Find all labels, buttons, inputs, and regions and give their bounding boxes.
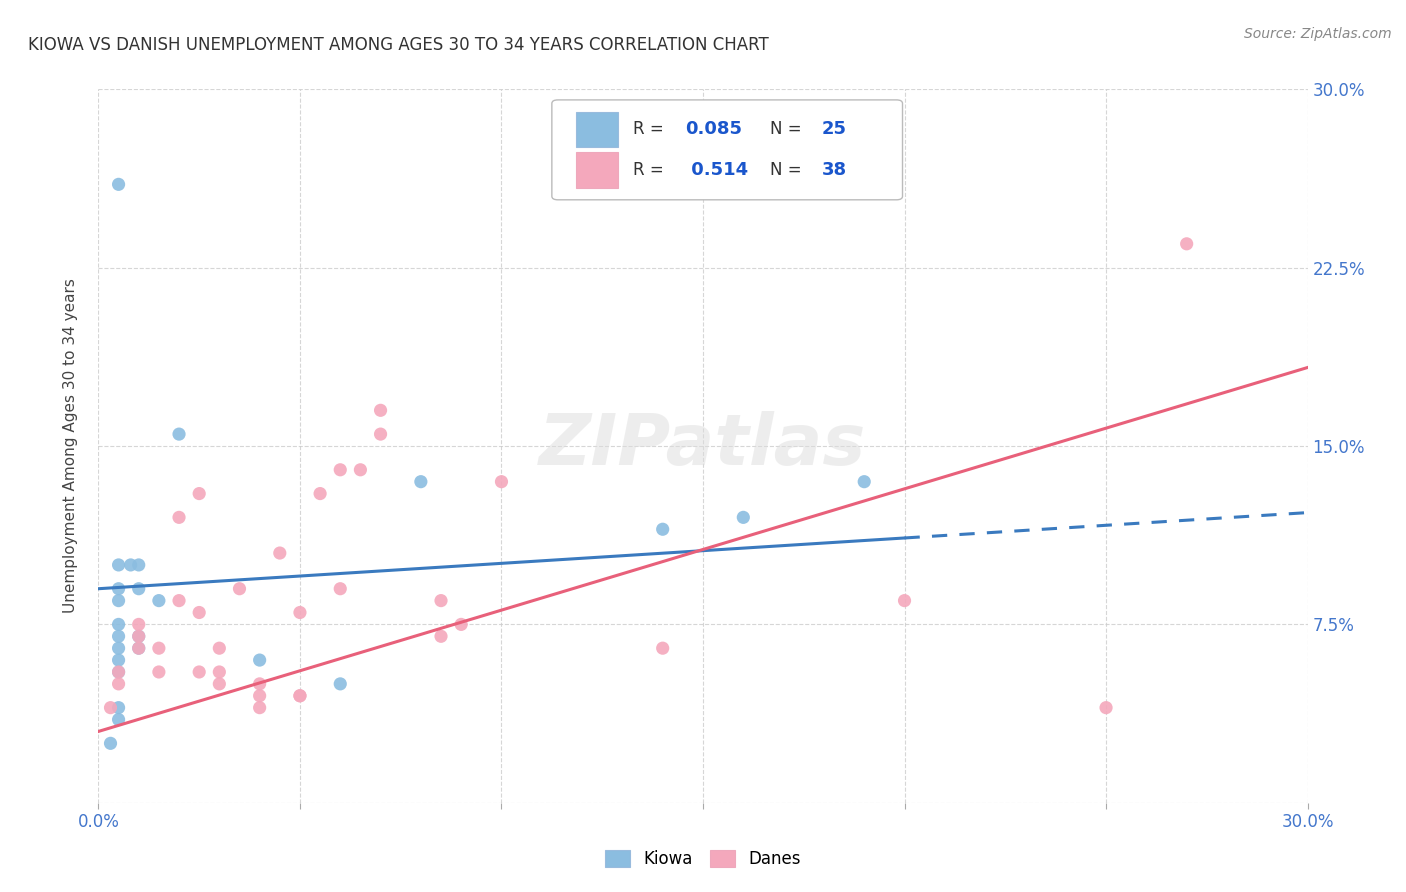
Text: N =: N = (769, 120, 807, 138)
Point (107, 641, 129, 656)
Point (107, 582, 129, 596)
Text: Source: ZipAtlas.com: Source: ZipAtlas.com (1244, 27, 1392, 41)
Point (107, 558, 129, 572)
Point (100, 736, 122, 750)
Point (651, 522, 673, 536)
Point (120, 558, 142, 572)
Point (188, 665, 211, 679)
Point (148, 665, 170, 679)
Point (107, 665, 129, 679)
Point (107, 665, 129, 679)
Point (167, 510, 190, 524)
Text: KIOWA VS DANISH UNEMPLOYMENT AMONG AGES 30 TO 34 YEARS CORRELATION CHART: KIOWA VS DANISH UNEMPLOYMENT AMONG AGES … (28, 36, 769, 54)
Text: 38: 38 (821, 161, 846, 179)
Point (128, 641, 150, 656)
Point (269, 546, 291, 560)
Point (128, 629, 150, 643)
Point (370, 403, 392, 417)
Point (107, 653, 129, 667)
Point (349, 463, 371, 477)
Point (128, 629, 150, 643)
Y-axis label: Unemployment Among Ages 30 to 34 years: Unemployment Among Ages 30 to 34 years (63, 278, 77, 614)
Point (370, 427, 392, 442)
Text: R =: R = (633, 161, 669, 179)
Point (1175, 236, 1198, 251)
Point (288, 689, 311, 703)
Point (309, 486, 332, 500)
Point (107, 617, 129, 632)
Text: 0.514: 0.514 (685, 161, 748, 179)
Point (128, 582, 150, 596)
Point (128, 617, 150, 632)
Text: R =: R = (633, 120, 669, 138)
Point (188, 486, 211, 500)
Point (100, 700, 122, 714)
Point (167, 427, 190, 442)
Legend: Kiowa, Danes: Kiowa, Danes (599, 843, 807, 875)
Point (107, 700, 129, 714)
Point (288, 689, 311, 703)
Point (853, 475, 876, 489)
Point (249, 700, 271, 714)
Point (450, 617, 472, 632)
Text: 0.085: 0.085 (685, 120, 742, 138)
Point (128, 558, 150, 572)
Point (208, 677, 231, 691)
Point (107, 677, 129, 691)
Text: ZIPatlas: ZIPatlas (540, 411, 866, 481)
Point (107, 713, 129, 727)
Point (651, 641, 673, 656)
Point (188, 606, 211, 620)
Point (249, 689, 271, 703)
Point (148, 593, 170, 607)
Point (430, 629, 453, 643)
FancyBboxPatch shape (553, 100, 903, 200)
Point (249, 677, 271, 691)
Point (329, 677, 352, 691)
Point (228, 582, 250, 596)
Point (288, 606, 311, 620)
Point (733, 510, 755, 524)
Point (1095, 700, 1118, 714)
Point (430, 593, 453, 607)
Point (208, 641, 231, 656)
Point (148, 641, 170, 656)
Point (893, 593, 915, 607)
Point (107, 178, 129, 192)
Point (249, 653, 271, 667)
Point (409, 475, 432, 489)
Point (208, 665, 231, 679)
Point (329, 582, 352, 596)
Point (329, 463, 352, 477)
Text: 25: 25 (821, 120, 846, 138)
FancyBboxPatch shape (576, 153, 619, 188)
Point (491, 475, 513, 489)
Point (167, 593, 190, 607)
Point (107, 593, 129, 607)
Point (128, 641, 150, 656)
Point (107, 629, 129, 643)
Text: N =: N = (769, 161, 807, 179)
FancyBboxPatch shape (576, 112, 619, 147)
